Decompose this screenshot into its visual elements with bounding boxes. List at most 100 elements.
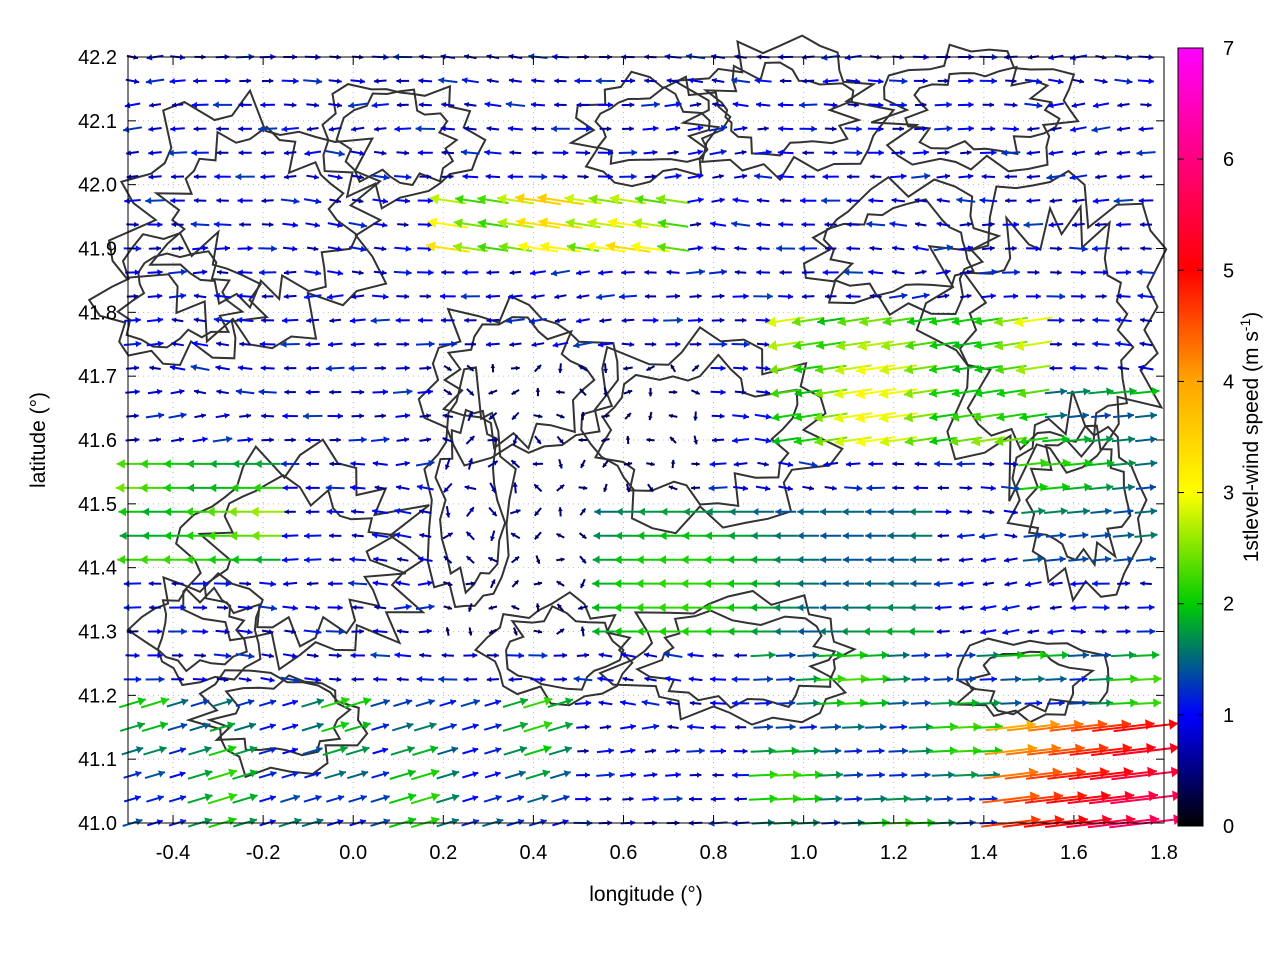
wind-vector-head (215, 364, 221, 371)
wind-vector-head (505, 101, 512, 108)
wind-vector-head (1091, 126, 1098, 133)
wind-vector-head (929, 412, 938, 422)
wind-vector-head (1005, 198, 1010, 204)
wind-vector-head (284, 509, 289, 515)
wind-vector-head (292, 245, 298, 252)
wind-vector-head (216, 150, 222, 156)
wind-vector-head (250, 506, 259, 518)
wind-vector-head (580, 411, 586, 416)
wind-vector-head (667, 724, 673, 730)
wind-vector-head (989, 245, 995, 252)
wind-vector-head (329, 461, 334, 467)
wind-vector-head (291, 437, 296, 443)
wind-vector-head (560, 414, 565, 419)
wind-vector-head (787, 485, 793, 492)
wind-vector-head (315, 628, 322, 636)
wind-vector-head (226, 698, 234, 706)
wind-vector-head (630, 241, 641, 253)
wind-vector-head (159, 721, 168, 730)
wind-vector-head (117, 555, 126, 565)
wind-vector-head (477, 218, 487, 229)
wind-vector-head (451, 340, 457, 348)
wind-vector-head (136, 721, 145, 730)
wind-vector-head (777, 149, 784, 156)
wind-vector-head (560, 557, 565, 562)
wind-vector-head (903, 675, 911, 684)
wind-vector-head (246, 413, 251, 419)
wind-vector-head (596, 293, 603, 301)
wind-vector-head (613, 603, 622, 613)
wind-vector-head (581, 534, 587, 539)
wind-vector-head (557, 368, 563, 373)
wind-vector-head (711, 77, 717, 84)
wind-vector-head (484, 149, 490, 156)
wind-vector-head (477, 194, 486, 205)
wind-vector-head (797, 627, 804, 636)
wind-vector-head (193, 173, 199, 180)
wind-vector-head (658, 626, 666, 637)
wind-vector-head (351, 126, 357, 132)
wind-vector-head (486, 269, 492, 276)
wind-vector-head (283, 293, 289, 300)
wind-vector-head (598, 652, 604, 658)
wind-vector-head (578, 605, 583, 611)
wind-vector-head (225, 77, 231, 84)
wind-vector-head (140, 459, 148, 469)
wind-vector-head (598, 700, 604, 706)
wind-vector-head (269, 437, 274, 443)
wind-vector-head (675, 173, 682, 180)
wind-vector-head (946, 795, 953, 803)
wind-vector-head (841, 627, 848, 636)
wind-vector-head (358, 174, 364, 180)
wind-vector-head (732, 101, 739, 108)
wind-vector-head (394, 125, 400, 133)
wind-vector-head (213, 101, 219, 109)
wind-vector-head (447, 605, 452, 610)
wind-vector-head (631, 149, 638, 156)
wind-vector-head (261, 150, 266, 156)
wind-vector-head (1081, 675, 1088, 683)
wind-vector-head (989, 461, 995, 467)
wind-vector-head (710, 724, 716, 731)
wind-vector-head (1124, 604, 1130, 611)
wind-vector-head (1128, 459, 1136, 468)
wind-vector-head (336, 437, 341, 443)
wind-vector-head (315, 269, 321, 276)
wind-vector-head (518, 770, 526, 778)
wind-vector-head (381, 413, 386, 419)
wind-vector-head (754, 173, 761, 180)
colorbar-ticks: 0 1 2 3 4 5 6 7 (1178, 38, 1234, 838)
wind-vector-head (584, 652, 589, 658)
wind-vector-head (477, 242, 487, 253)
wind-vector-head (340, 696, 350, 706)
wind-vector-head (595, 77, 602, 85)
wind-vector-head (820, 532, 827, 540)
wind-vector-head (236, 316, 243, 324)
wind-vector-head (336, 78, 342, 84)
contour-line (206, 674, 352, 757)
wind-vector-head (675, 293, 680, 300)
wind-vector-head (1113, 197, 1120, 205)
wind-vector-head (329, 533, 334, 539)
wind-vector-head (405, 698, 413, 706)
wind-vector-head (584, 174, 589, 180)
wind-vector-head (825, 245, 830, 252)
wind-vector-head (541, 794, 549, 802)
wind-vector-head (835, 794, 843, 803)
wind-vector-head (729, 507, 736, 516)
wind-vector-head (444, 464, 450, 470)
wind-vector-head (381, 246, 387, 252)
wind-vector-head (551, 269, 558, 277)
wind-vector-head (460, 293, 467, 300)
wind-vector-head (1092, 197, 1099, 205)
wind-vector-head (304, 532, 310, 540)
wind-vector-head (193, 126, 199, 132)
wind-vector-head (537, 629, 543, 634)
wind-vector-head (359, 150, 365, 156)
wind-vector-head (791, 746, 799, 756)
wind-vector-head (328, 341, 334, 348)
wind-vector-head (1092, 245, 1098, 252)
wind-vector-head (627, 461, 633, 467)
wind-vector-head (382, 770, 389, 778)
wind-vector-head (512, 482, 518, 487)
